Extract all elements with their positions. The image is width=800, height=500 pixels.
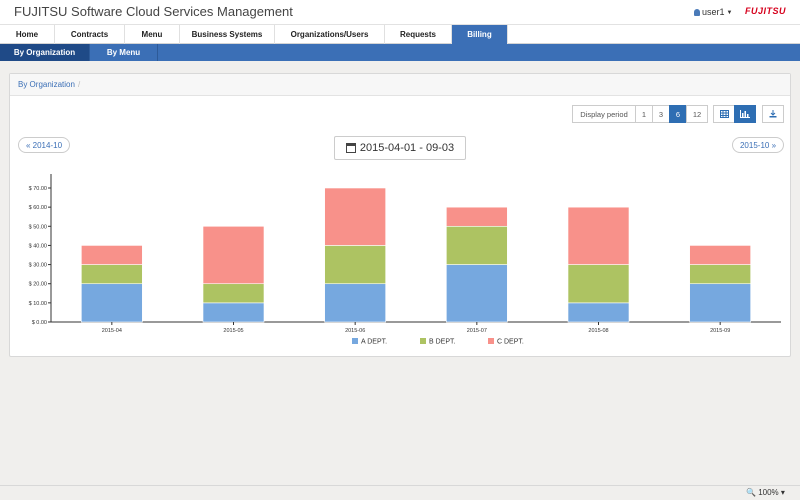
subtab-by-menu[interactable]: By Menu: [90, 44, 158, 61]
zoom-control[interactable]: 🔍 100% ▾: [746, 488, 785, 497]
period-3-button[interactable]: 3: [652, 105, 670, 123]
breadcrumb: By Organization /: [10, 74, 790, 96]
billing-chart: $ 0.00 $ 10.00 $ 20.00 $ 30.00 $ 40.00 $ 50.0…: [29, 174, 781, 346]
x-tick-label: 2015-06: [345, 328, 365, 334]
prev-period-button[interactable]: « 2014-10: [18, 137, 70, 153]
bar-segment: [446, 225, 508, 265]
x-tick-label: 2015-07: [467, 328, 487, 334]
bar-segment: [689, 264, 751, 285]
table-view-button[interactable]: [713, 105, 735, 123]
legend-label: A DEPT.: [361, 339, 387, 346]
bar-segment: [202, 283, 265, 304]
legend-label: B DEPT.: [429, 339, 456, 346]
next-period-button[interactable]: 2015-10 »: [732, 137, 784, 153]
bar-segment: [689, 283, 751, 323]
view-toggle-group: [713, 105, 756, 123]
bar-segment: [689, 245, 751, 265]
billing-panel: By Organization / Display period 1 3 6 1…: [9, 73, 791, 357]
y-tick-label: $ 70.00: [29, 186, 47, 192]
y-tick-label: $ 40.00: [29, 243, 47, 249]
y-tick-label: $ 10.00: [29, 301, 47, 307]
tab-billing[interactable]: Billing: [452, 25, 508, 44]
period-12-button[interactable]: 12: [686, 105, 708, 123]
bar-segment: [81, 283, 143, 323]
y-tick-label: $ 50.00: [29, 224, 47, 230]
bar-segment: [324, 245, 386, 285]
bar-segment: [81, 264, 143, 285]
main-nav: Home Contracts Menu Business Systems Org…: [0, 24, 800, 44]
breadcrumb-separator: /: [78, 80, 81, 89]
sub-nav: By Organization By Menu: [0, 44, 800, 61]
y-tick-label: $ 30.00: [29, 263, 47, 269]
bar-segment: [567, 264, 630, 304]
download-icon: [769, 110, 777, 118]
bar-segment: [446, 206, 508, 227]
breadcrumb-link[interactable]: By Organization: [18, 80, 75, 89]
bar-segment: [567, 302, 630, 323]
tab-home[interactable]: Home: [0, 25, 55, 44]
bar-segment: [324, 283, 386, 323]
bar-segment: [81, 245, 143, 265]
user-icon: [694, 9, 700, 16]
status-bar: 🔍 100% ▾: [0, 485, 800, 500]
top-bar: FUJITSU Software Cloud Services Manageme…: [0, 0, 800, 24]
date-range-text: 2015-04-01 - 09-03: [359, 142, 455, 154]
zoom-level: 100%: [758, 488, 779, 497]
tab-contracts[interactable]: Contracts: [55, 25, 125, 44]
bar-chart-icon: [740, 110, 750, 118]
user-name: user1: [702, 7, 725, 17]
legend-swatch: [420, 338, 426, 344]
tab-requests[interactable]: Requests: [385, 25, 452, 44]
bar-segment: [567, 206, 630, 265]
fujitsu-logo: FUJITSU: [745, 6, 787, 16]
tab-menu[interactable]: Menu: [125, 25, 180, 44]
subtab-by-organization[interactable]: By Organization: [0, 44, 90, 61]
bar-segment: [202, 225, 265, 285]
bar-segment: [446, 264, 508, 323]
download-button[interactable]: [762, 105, 784, 123]
calendar-icon: [345, 143, 356, 153]
table-icon: [719, 110, 729, 118]
chart-view-button[interactable]: [734, 105, 756, 123]
y-tick-label: $ 60.00: [29, 205, 47, 211]
display-period-group: Display period 1 3 6 12: [572, 105, 708, 123]
display-period-label: Display period: [572, 105, 636, 123]
legend-swatch: [352, 338, 358, 344]
y-tick-label: $ 20.00: [29, 282, 47, 288]
bar-segment: [324, 187, 386, 246]
legend-swatch: [488, 338, 494, 344]
period-6-button[interactable]: 6: [669, 105, 687, 123]
period-1-button[interactable]: 1: [635, 105, 653, 123]
x-tick-label: 2015-05: [223, 328, 243, 334]
app-title: FUJITSU Software Cloud Services Manageme…: [14, 4, 293, 19]
date-range-display[interactable]: 2015-04-01 - 09-03: [334, 136, 466, 160]
x-tick-label: 2015-04: [102, 328, 122, 334]
tab-business-systems[interactable]: Business Systems: [180, 25, 275, 44]
bar-segment: [202, 302, 265, 323]
legend-label: C DEPT.: [497, 339, 524, 346]
x-tick-label: 2015-09: [710, 328, 730, 334]
user-menu[interactable]: user1 ▼: [694, 7, 732, 17]
tab-organizations-users[interactable]: Organizations/Users: [275, 25, 385, 44]
caret-down-icon: ▼: [726, 10, 733, 16]
x-tick-label: 2015-08: [588, 328, 608, 334]
y-tick-label: $ 0.00: [32, 320, 47, 326]
